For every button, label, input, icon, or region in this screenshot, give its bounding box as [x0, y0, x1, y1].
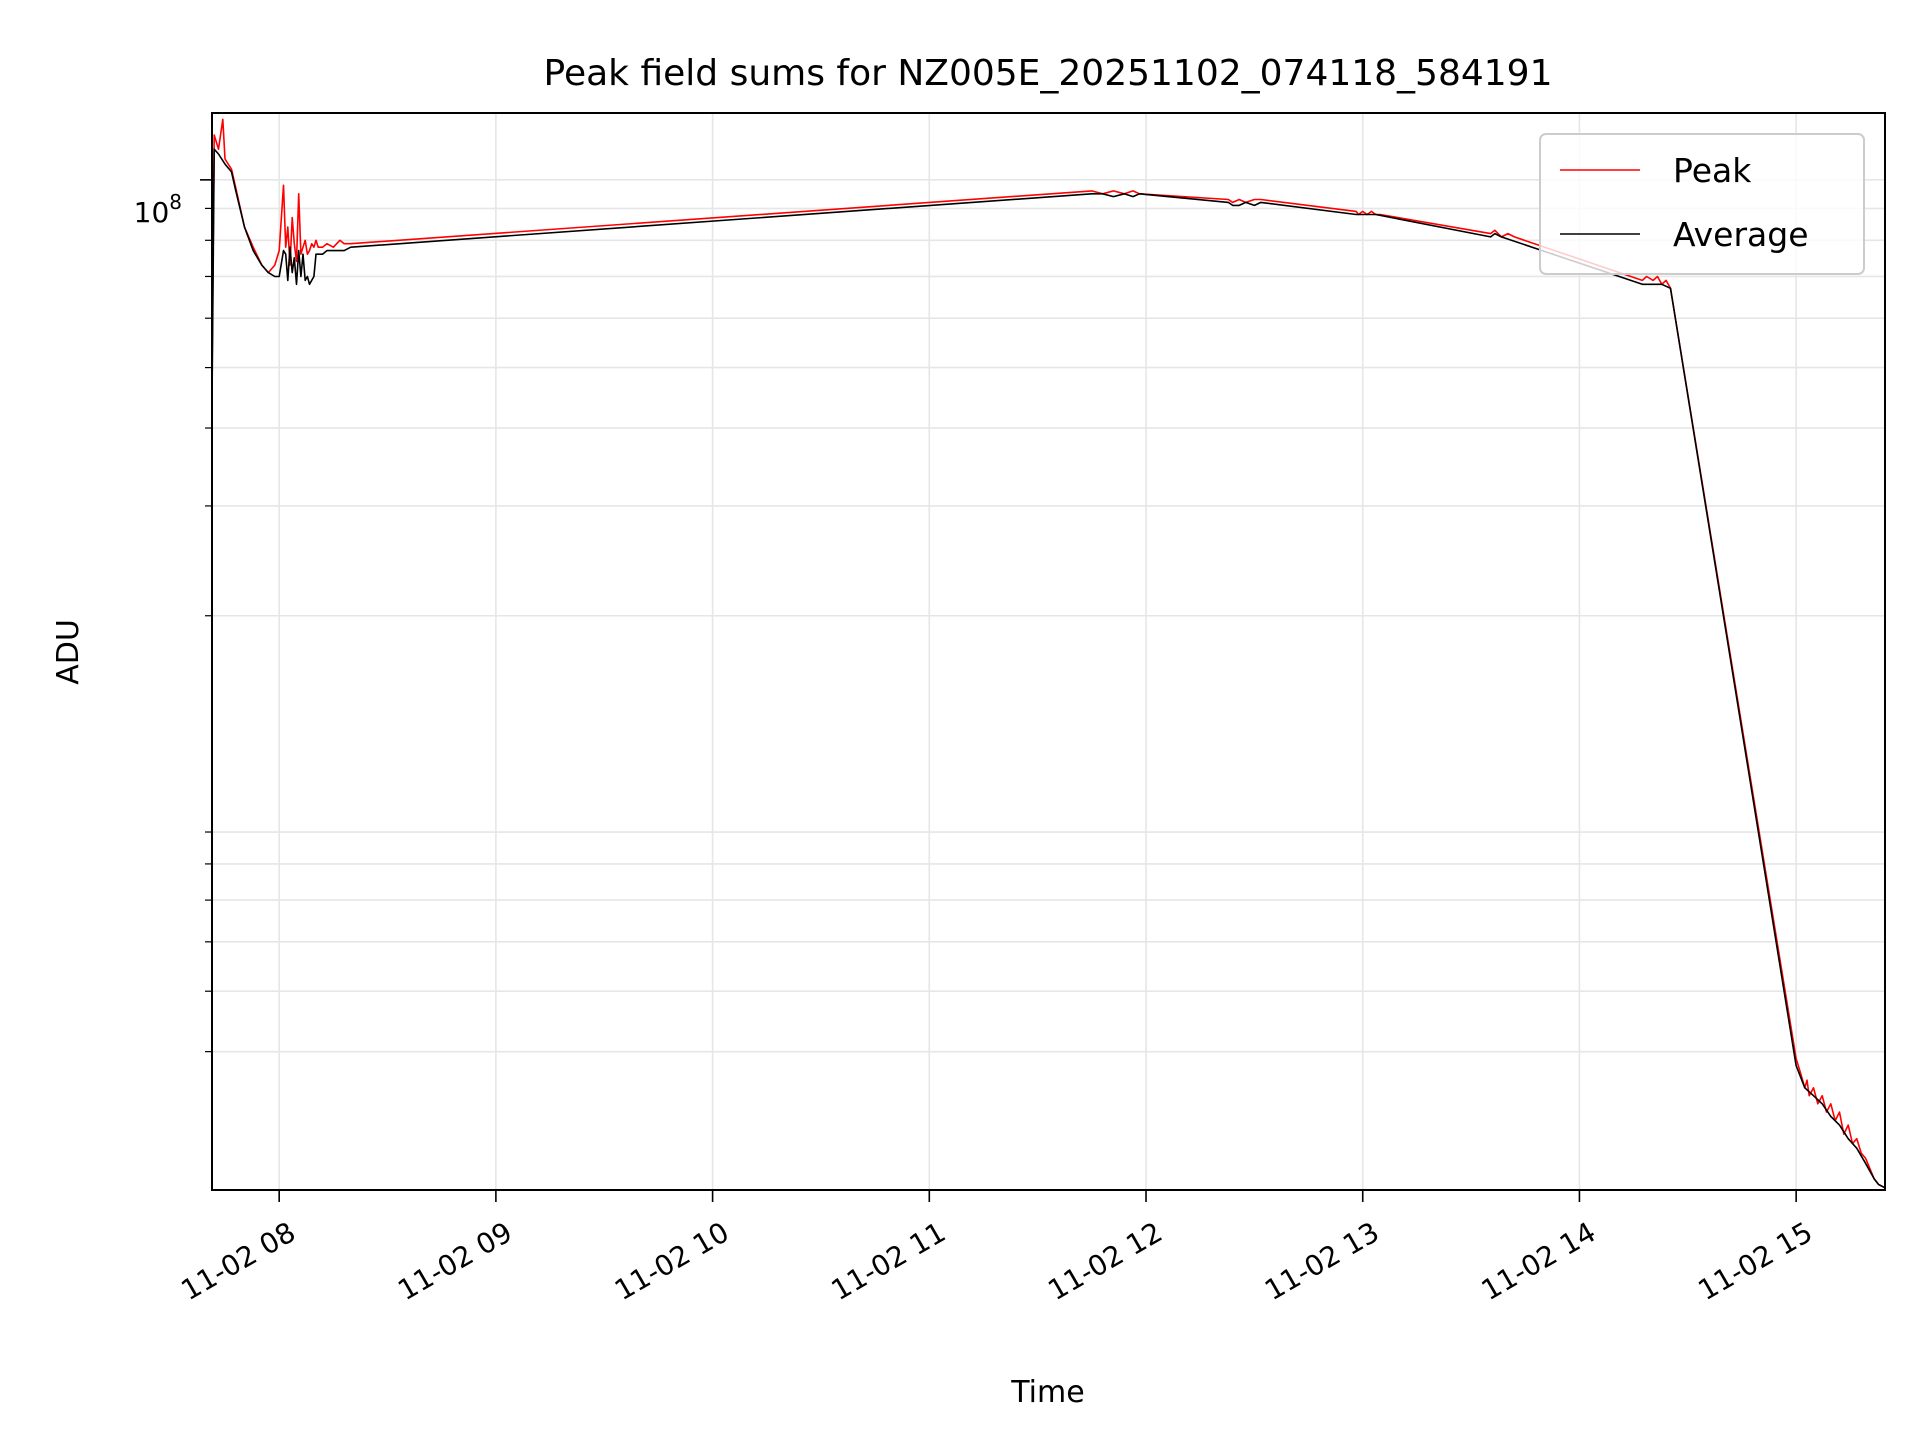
- series-layer: [212, 118, 1885, 1189]
- x-axis-label: Time: [1010, 1375, 1084, 1410]
- plot-area-background: [212, 113, 1885, 1190]
- series-line-average: [212, 148, 1885, 1189]
- chart-title: Peak field sums for NZ005E_20251102_0741…: [544, 53, 1553, 94]
- y-tick-exponent: 8: [169, 190, 182, 214]
- legend-label-peak: Peak: [1673, 151, 1752, 190]
- y-tick-base: 10: [134, 196, 170, 229]
- y-tick-label-1e8: 108: [134, 190, 182, 229]
- legend: Peak Average: [1539, 133, 1865, 275]
- y-axis-label: ADU: [51, 619, 86, 685]
- legend-label-average: Average: [1673, 215, 1809, 254]
- legend-box: [1539, 133, 1865, 275]
- plot-frame: [211, 112, 1886, 1191]
